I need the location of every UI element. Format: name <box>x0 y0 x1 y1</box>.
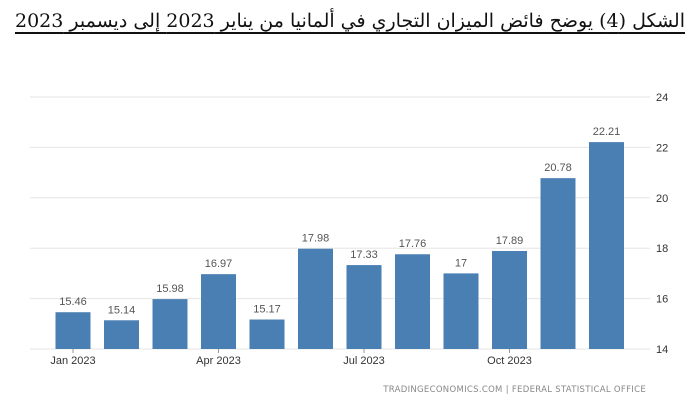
y-tick-label: 16 <box>656 294 668 306</box>
y-tick-label: 18 <box>656 243 668 255</box>
data-label: 16.97 <box>205 258 233 270</box>
x-tick-label: Jan 2023 <box>50 355 95 367</box>
data-label: 17.76 <box>399 238 427 250</box>
data-label: 15.98 <box>156 283 184 295</box>
bar <box>589 142 624 349</box>
data-label: 17.98 <box>302 233 330 245</box>
data-label: 22.21 <box>593 126 621 138</box>
data-label: 15.14 <box>108 304 136 316</box>
bar <box>443 273 479 349</box>
data-label: 15.46 <box>59 296 87 308</box>
x-tick-label: Apr 2023 <box>196 355 241 367</box>
bar <box>152 299 188 349</box>
bar <box>540 178 576 349</box>
bar <box>249 319 285 349</box>
x-axis-ticks: Jan 2023 Apr 2023 Jul 2023 Oct 2023 <box>50 349 532 367</box>
data-label: 17.89 <box>496 235 524 247</box>
bar <box>55 312 91 349</box>
data-label: 20.78 <box>544 162 572 174</box>
data-labels: 15.46 15.14 15.98 16.97 15.17 17.98 17.33 17.76… <box>59 126 620 316</box>
y-tick-label: 14 <box>656 344 668 356</box>
data-label: 15.17 <box>253 304 281 316</box>
bars <box>55 142 624 349</box>
bar <box>201 274 236 349</box>
source-note: TRADINGECONOMICS.COM | FEDERAL STATISTIC… <box>382 385 646 395</box>
bar <box>492 250 527 349</box>
y-tick-label: 20 <box>656 193 668 205</box>
bar <box>104 320 139 349</box>
y-tick-label: 22 <box>656 142 668 154</box>
data-label: 17 <box>455 257 467 269</box>
bar <box>395 254 430 349</box>
bar <box>298 248 333 349</box>
y-axis-ticks: 14 16 18 20 22 24 <box>656 92 668 356</box>
bar <box>346 265 382 349</box>
y-tick-label: 24 <box>656 92 668 104</box>
data-label: 17.33 <box>350 249 378 261</box>
chart-title: الشكل (4) يوضح فائض الميزان التجاري في أ… <box>14 10 685 32</box>
x-tick-label: Jul 2023 <box>343 355 385 367</box>
x-tick-label: Oct 2023 <box>487 355 532 367</box>
